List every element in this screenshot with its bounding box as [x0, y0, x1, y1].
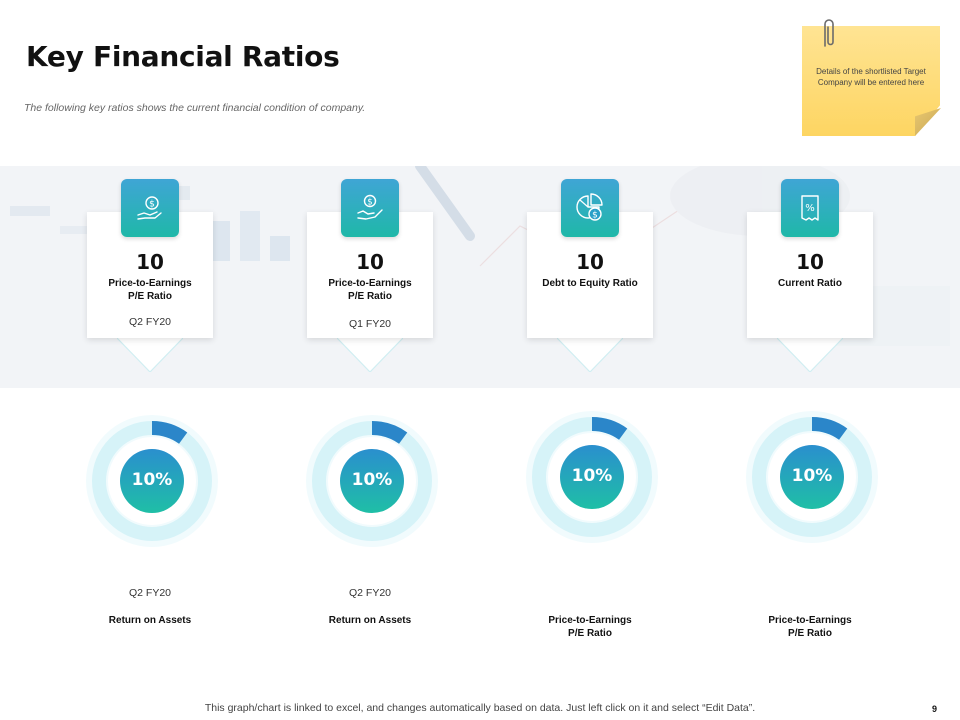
ratio-card-value: 10 — [136, 250, 164, 274]
ratio-card-period: Q2 FY20 — [128, 316, 172, 328]
donut-period: Q2 FY20 — [348, 587, 392, 599]
donut-metric-line2: P/E Ratio — [568, 628, 612, 639]
donut-center — [120, 449, 184, 513]
ratio-card-label-line1: Price-to-Earnings — [108, 278, 192, 289]
ratio-card-label-line2: P/E Ratio — [128, 291, 172, 302]
donut-value-arc — [151, 421, 188, 444]
donut-center — [340, 449, 404, 513]
donut-value-arc — [591, 417, 628, 440]
donut-percent-label: 10% — [351, 470, 393, 490]
card-icon-tile: $ — [341, 179, 399, 237]
donut-chart — [86, 415, 218, 547]
donut-percent-label: 10% — [571, 466, 613, 486]
card-pointer-2 — [337, 338, 403, 372]
svg-text:$: $ — [149, 200, 155, 210]
ratio-card-label-line1: Debt to Equity Ratio — [542, 278, 638, 289]
ratio-card-value: 10 — [576, 250, 604, 274]
svg-text:$: $ — [367, 198, 372, 208]
hand-coin-icon: $ — [137, 196, 162, 220]
card-icon-tile: $ — [121, 179, 179, 237]
donut-metric-line1: Price-to-Earnings — [548, 615, 632, 626]
card-pointer-3 — [557, 338, 623, 372]
card-icon-tile: % — [781, 179, 839, 237]
ratio-card-label: Price-to-Earnings P/E Ratio — [307, 277, 433, 303]
ratio-card-label-line2: P/E Ratio — [348, 291, 392, 302]
svg-text:%: % — [805, 203, 815, 214]
card-pointer-4 — [777, 338, 843, 372]
donut-metric-line1: Price-to-Earnings — [768, 615, 852, 626]
svg-text:$: $ — [592, 211, 598, 221]
donut-center — [780, 445, 844, 509]
ratio-card-label: Debt to Equity Ratio — [527, 277, 653, 290]
donut-metric: Return on Assets — [300, 614, 440, 627]
ratio-card-period: Q1 FY20 — [348, 318, 392, 330]
sticky-note-text: Details of the shortlisted Target Compan… — [816, 67, 926, 87]
ratio-card-value: 10 — [356, 250, 384, 274]
donut-center — [560, 445, 624, 509]
donut-chart — [306, 415, 438, 547]
ratio-card-label-line1: Current Ratio — [778, 278, 842, 289]
hand-dollar-icon: $ — [357, 194, 383, 220]
donut-chart — [526, 411, 658, 543]
card-icon-tile: $ — [561, 179, 619, 237]
ratio-card-value: 10 — [796, 250, 824, 274]
paperclip-icon — [824, 19, 834, 47]
card-pointer-1 — [117, 338, 183, 372]
donut-metric-line1: Return on Assets — [328, 615, 412, 626]
footer-note: This graph/chart is linked to excel, and… — [204, 702, 756, 714]
receipt-percent-icon: % — [801, 195, 819, 221]
ratio-card-label-line1: Price-to-Earnings — [328, 278, 412, 289]
page-title: Key Financial Ratios — [26, 40, 340, 73]
donut-percent-label: 10% — [131, 470, 173, 490]
donut-percent-label: 10% — [791, 466, 833, 486]
donut-value-arc — [371, 421, 408, 444]
donut-metric: Return on Assets — [80, 614, 220, 627]
donut-metric-line2: P/E Ratio — [788, 628, 832, 639]
donut-metric: Price-to-Earnings P/E Ratio — [520, 614, 660, 640]
ratio-card-label: Price-to-Earnings P/E Ratio — [87, 277, 213, 303]
page-subtitle: The following key ratios shows the curre… — [24, 102, 366, 114]
pie-dollar-icon: $ — [576, 193, 603, 221]
donut-metric: Price-to-Earnings P/E Ratio — [740, 614, 880, 640]
donut-metric-line1: Return on Assets — [108, 615, 192, 626]
page-number: 9 — [932, 704, 938, 714]
ratio-card-label: Current Ratio — [747, 277, 873, 290]
donut-chart — [746, 411, 878, 543]
donut-value-arc — [811, 417, 848, 440]
donut-period: Q2 FY20 — [128, 587, 172, 599]
